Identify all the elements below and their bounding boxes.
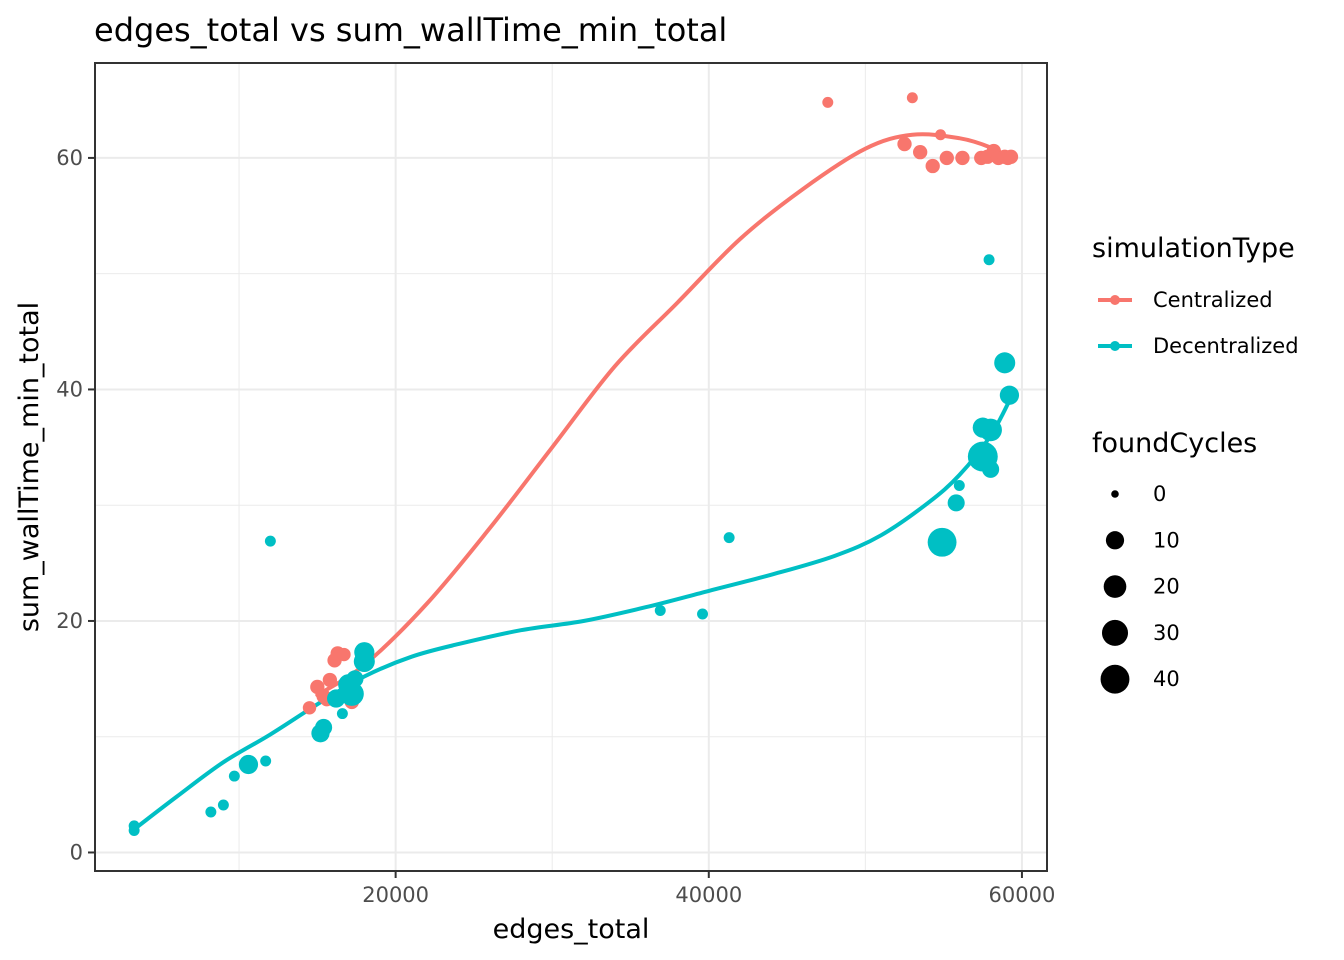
point-centralized [913, 144, 928, 160]
size-legend-label: 40 [1153, 667, 1180, 691]
x-axis-ticks: 20000 40000 60000 [362, 871, 1055, 907]
point-decentralized [927, 527, 957, 557]
point-centralized [955, 150, 970, 166]
y-axis-ticks: 0 20 40 60 [56, 146, 95, 864]
point-decentralized [205, 806, 217, 818]
point-decentralized [979, 418, 1002, 442]
y-tick-label: 60 [56, 146, 83, 170]
point-decentralized [128, 825, 140, 836]
legend-key-point [1110, 341, 1120, 351]
point-centralized [337, 647, 351, 662]
point-centralized [822, 96, 834, 108]
y-axis-title: sum_wallTime_min_total [14, 302, 45, 632]
x-tick-label: 40000 [675, 883, 742, 907]
point-centralized [322, 672, 338, 688]
point-decentralized [982, 460, 1000, 478]
point-decentralized [953, 480, 965, 492]
point-centralized [302, 701, 317, 715]
point-decentralized [697, 608, 709, 620]
point-decentralized [264, 535, 276, 547]
size-legend-key [1111, 490, 1119, 498]
point-decentralized [354, 642, 375, 663]
legend-key-point [1110, 295, 1120, 305]
smooth-line-decentralized [132, 395, 1013, 832]
major-gridlines [95, 63, 1047, 871]
point-decentralized [999, 385, 1020, 405]
size-legend-label: 20 [1153, 575, 1180, 599]
minor-gridlines [95, 63, 1047, 871]
point-centralized [897, 136, 912, 152]
size-legend-key [1105, 531, 1125, 550]
point-decentralized [217, 799, 229, 811]
color-legend: simulationType Centralized Decentralized [1092, 233, 1299, 358]
point-centralized [1003, 149, 1019, 164]
x-tick-label: 60000 [989, 883, 1056, 907]
size-legend: foundCycles 0 10 20 30 40 [1092, 428, 1257, 694]
point-centralized [935, 129, 947, 141]
point-centralized [906, 92, 918, 104]
chart-title: edges_total vs sum_wallTime_min_total [94, 11, 727, 49]
point-decentralized [339, 681, 364, 706]
x-tick-label: 20000 [362, 883, 429, 907]
point-decentralized [238, 754, 259, 775]
panel-background [95, 63, 1047, 871]
point-centralized [925, 158, 940, 174]
size-legend-title: foundCycles [1092, 428, 1257, 459]
size-legend-label: 10 [1153, 528, 1180, 552]
point-centralized [939, 150, 954, 166]
point-decentralized [228, 770, 240, 782]
y-tick-label: 0 [70, 840, 83, 864]
point-decentralized [723, 532, 735, 544]
point-decentralized [654, 605, 666, 617]
size-legend-label: 0 [1153, 482, 1166, 506]
panel-border [94, 62, 1048, 872]
color-legend-title: simulationType [1092, 233, 1295, 264]
legend-label-centralized: Centralized [1153, 288, 1273, 312]
plot-panel [94, 62, 1048, 872]
point-decentralized [947, 494, 965, 512]
y-tick-label: 40 [56, 377, 83, 401]
point-decentralized [336, 708, 348, 720]
point-decentralized [346, 670, 364, 688]
size-legend-key [1100, 664, 1130, 694]
point-decentralized [315, 718, 333, 737]
x-axis-title: edges_total [493, 914, 650, 945]
legend-label-decentralized: Decentralized [1153, 334, 1299, 358]
size-legend-label: 30 [1153, 621, 1180, 645]
y-tick-label: 20 [56, 609, 83, 633]
point-decentralized [983, 254, 995, 266]
size-legend-key [1101, 619, 1129, 646]
size-legend-key [1103, 575, 1127, 598]
data-points [128, 92, 1020, 836]
point-decentralized [260, 755, 272, 767]
point-decentralized [994, 352, 1016, 374]
